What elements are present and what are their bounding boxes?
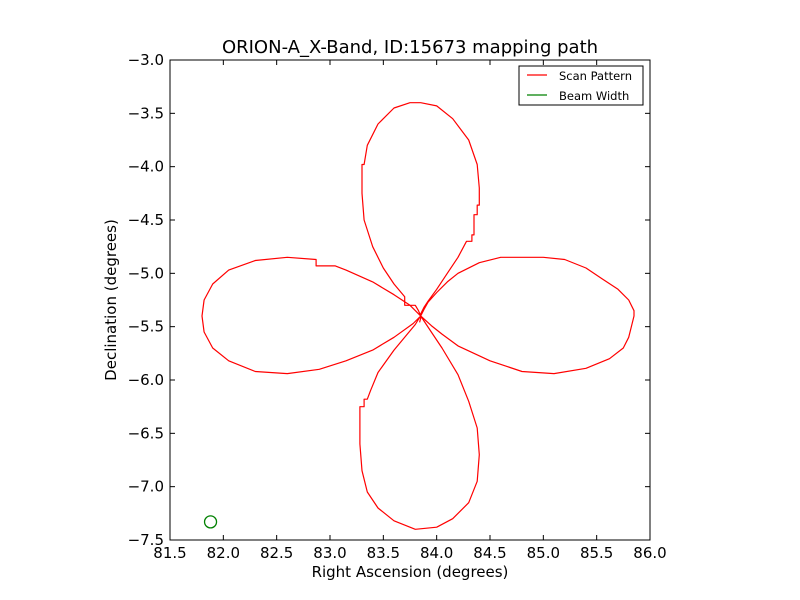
y-tick-label: −7.5 [128,531,164,549]
y-tick-label: −5.0 [128,264,164,282]
x-axis: 81.5 82.0 82.5 83.0 83.5 84.0 84.5 85.0 85.5 86.0 [153,60,667,562]
scan-pattern-line [201,102,635,530]
x-tick-label: 85.5 [580,544,613,562]
x-tick-label: 85.0 [527,544,560,562]
legend: Scan Pattern Beam Width [518,65,644,106]
x-tick-label: 82.5 [260,544,293,562]
x-tick-label: 86.0 [633,544,666,562]
y-tick-label: −5.5 [128,318,164,336]
legend-beam-width-label: Beam Width [559,89,629,103]
x-tick-label: 81.5 [153,544,186,562]
y-tick-label: −6.0 [128,371,164,389]
series-layer [201,102,635,530]
plot-area [169,59,651,541]
y-tick-label: −4.0 [128,158,164,176]
x-axis-label: Right Ascension (degrees) [312,563,509,581]
y-tick-label: −3.5 [128,104,164,122]
y-tick-label: −3.0 [128,51,164,69]
beam-width-marker [203,515,218,529]
x-tick-label: 84.0 [420,544,453,562]
chart-title: ORION-A_X-Band, ID:15673 mapping path [222,37,598,58]
x-tick-label: 84.5 [473,544,506,562]
y-tick-label: −4.5 [128,211,164,229]
x-tick-label: 83.0 [313,544,346,562]
plot-frame [169,59,651,541]
y-axis: −3.0 −3.5 −4.0 −4.5 −5.0 −5.5 −6.0 −6.5 −7.0 −7.5 [128,51,650,549]
x-tick-label: 83.5 [367,544,400,562]
legend-scan-pattern-label: Scan Pattern [559,69,632,83]
legend-box [518,65,644,106]
y-tick-label: −7.0 [128,478,164,496]
y-axis-label: Declination (degrees) [102,219,120,381]
x-tick-label: 82.0 [207,544,240,562]
y-tick-label: −6.5 [128,424,164,442]
